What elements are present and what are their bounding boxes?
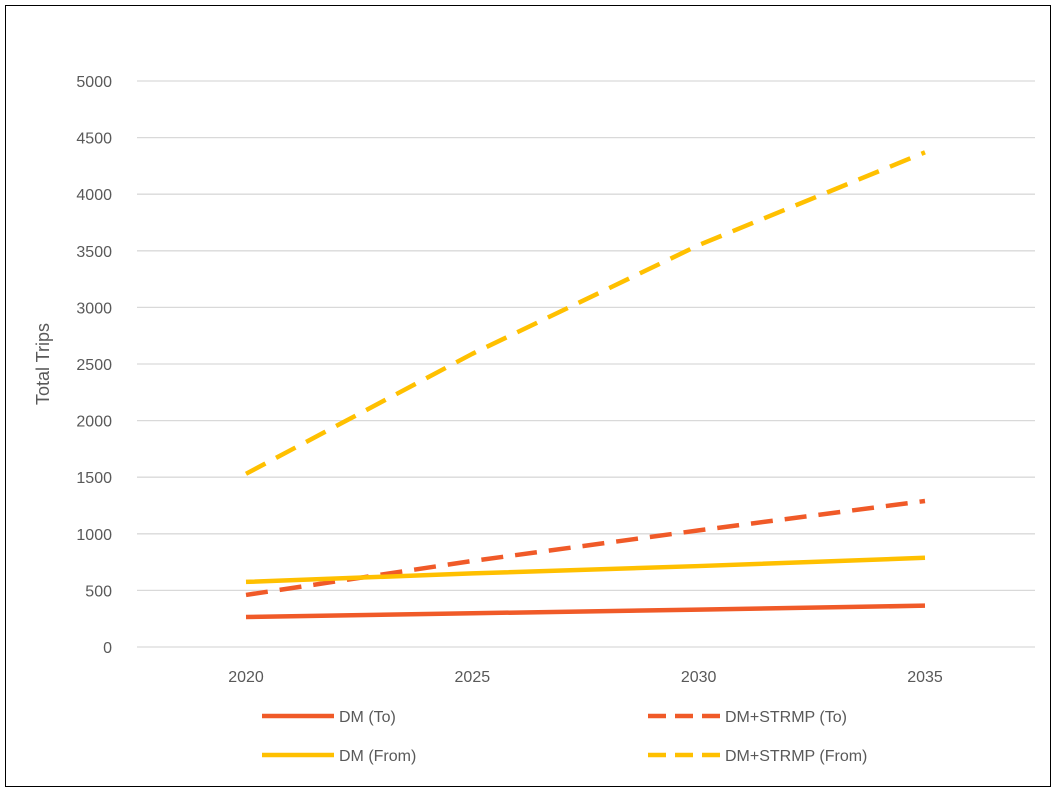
x-tick-label: 2025 bbox=[455, 669, 491, 686]
series-line-dm-to bbox=[245, 603, 926, 620]
series-line-dm-strmp-to bbox=[245, 498, 926, 598]
y-tick-label: 5000 bbox=[76, 74, 112, 91]
x-tick-label: 2035 bbox=[907, 669, 943, 686]
legend-label: DM+STRMP (To) bbox=[725, 709, 847, 726]
legend-item: DM+STRMP (To) bbox=[648, 709, 847, 726]
y-tick-label: 4500 bbox=[76, 131, 112, 148]
legend-item: DM (To) bbox=[262, 709, 396, 726]
y-tick-label: 4000 bbox=[76, 187, 112, 204]
series-line-dm-strmp-from bbox=[244, 150, 926, 476]
x-tick-label: 2020 bbox=[228, 669, 264, 686]
legend-label: DM (To) bbox=[339, 709, 396, 726]
y-tick-label: 3500 bbox=[76, 244, 112, 261]
chart-frame bbox=[5, 5, 1051, 787]
series-lines bbox=[244, 150, 926, 620]
legend-item: DM (From) bbox=[262, 748, 416, 765]
x-tick-label: 2030 bbox=[681, 669, 717, 686]
y-tick-label: 500 bbox=[85, 583, 112, 600]
x-tick-labels: 2020 2025 2030 2035 bbox=[228, 669, 943, 686]
y-tick-labels: 0 500 1000 1500 2000 2500 3000 3500 4000 4500 5000 bbox=[76, 74, 112, 657]
legend-item: DM+STRMP (From) bbox=[648, 748, 867, 765]
legend: DM (To) DM+STRMP (To) DM (From) DM+STRMP (F… bbox=[262, 709, 867, 765]
y-tick-label: 2500 bbox=[76, 357, 112, 374]
legend-label: DM (From) bbox=[339, 748, 416, 765]
gridlines bbox=[137, 80, 1035, 648]
y-tick-label: 3000 bbox=[76, 300, 112, 317]
series-line-dm-from bbox=[245, 555, 926, 585]
y-tick-label: 1000 bbox=[76, 527, 112, 544]
y-axis-label: Total Trips bbox=[33, 323, 53, 405]
y-tick-label: 0 bbox=[103, 640, 112, 657]
y-tick-label: 1500 bbox=[76, 470, 112, 487]
y-tick-label: 2000 bbox=[76, 414, 112, 431]
legend-label: DM+STRMP (From) bbox=[725, 748, 867, 765]
